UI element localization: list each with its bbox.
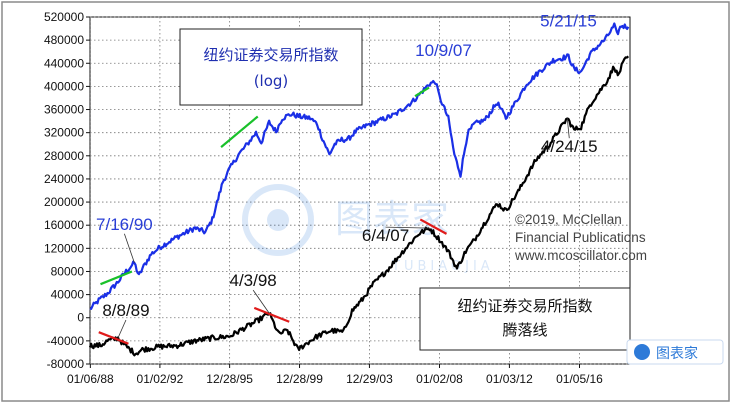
x-axis-labels: 01/06/88 01/02/92 12/28/95 12/28/99 12/29/03…: [67, 372, 603, 386]
y-tick-label: 120000: [44, 241, 84, 255]
series-line-nyse-index: [89, 22, 630, 310]
y-tick-label: 520000: [44, 10, 84, 24]
y-tick-label: 480000: [44, 33, 84, 47]
annotation-layer: 7/16/90 10/9/07 5/21/15 8/8/89 4/3/98 6/4/07 4…: [96, 11, 598, 339]
y-tick-label: 240000: [44, 172, 84, 186]
copyright-line-3: www.mcoscillator.com: [514, 248, 647, 263]
watermark-text: 图表家: [335, 197, 449, 241]
x-tick-label: 01/05/16: [556, 372, 603, 386]
legend-box-bottom-line-2: 腾落线: [502, 321, 547, 339]
trend-segment: [414, 86, 430, 98]
trend-segment: [419, 218, 448, 235]
y-tick-label: 160000: [44, 218, 84, 232]
y-tick-label: 200000: [44, 195, 84, 209]
annotation-label: 6/4/07: [362, 226, 409, 245]
annotation-leader: [385, 226, 430, 229]
watermark-subtext: TUBIAOJIA: [391, 259, 494, 274]
y-axis-labels: 5200004800004400004000003600003200002800…: [44, 10, 84, 371]
y-tick-label: 280000: [44, 149, 84, 163]
watermark-dot: [267, 209, 289, 231]
watermark-ring: [242, 184, 314, 256]
x-tick-label: 01/02/08: [416, 372, 463, 386]
annotation-leader: [124, 233, 135, 263]
trend-segment: [220, 115, 259, 148]
series-layer: [88, 22, 630, 357]
x-tick-label: 12/28/95: [206, 372, 253, 386]
trend-segment: [100, 270, 133, 286]
annotation-leader: [566, 118, 570, 139]
corner-badge: 图表家: [626, 339, 724, 365]
y-tick-label: -80000: [47, 357, 85, 371]
corner-badge-bg: [626, 339, 724, 365]
annotation-label: 4/24/15: [541, 137, 598, 156]
copyright-line-2: Financial Publications: [515, 230, 646, 245]
x-tick-label: 12/29/03: [346, 372, 393, 386]
legend-box-bottom: 纽约证券交易所指数 腾落线: [419, 287, 631, 351]
x-tick-label: 01/06/88: [67, 372, 114, 386]
y-tick-label: 40000: [51, 288, 85, 302]
series-line-ad-line: [88, 55, 630, 357]
y-tick-label: 360000: [44, 103, 84, 117]
trend-layer: [98, 86, 448, 345]
y-tick-label: 440000: [44, 56, 84, 70]
copyright-line-1: ©2019, McClellan: [515, 212, 622, 227]
legend-box-bottom-line-1: 纽约证券交易所指数: [457, 297, 592, 315]
trend-segment: [98, 331, 129, 345]
annotation-label: 7/16/90: [96, 215, 153, 234]
y-tick-label: 80000: [51, 264, 85, 278]
annotation-label: 4/3/98: [229, 271, 276, 290]
y-tick-label: 0: [77, 311, 84, 325]
y-tick-label: -40000: [47, 334, 85, 348]
legend-box-bottom-frame: [419, 287, 631, 351]
watermark-logo: 图表家 TUBIAOJIA: [242, 184, 494, 274]
annotation-label: 10/9/07: [415, 41, 472, 60]
legend-box-top-line-1: 纽约证券交易所指数: [203, 46, 338, 64]
x-tick-label: 01/03/12: [486, 372, 533, 386]
legend-box-top: 纽约证券交易所指数 (log): [179, 28, 363, 106]
y-tick-label: 400000: [44, 79, 84, 93]
x-tick-label: 01/02/92: [137, 372, 184, 386]
x-tick-label: 12/28/99: [276, 372, 323, 386]
annotation-leader: [252, 289, 270, 314]
trend-segment: [253, 306, 290, 323]
corner-badge-icon: [634, 344, 650, 360]
corner-badge-text: 图表家: [656, 345, 698, 362]
annotation-leader: [117, 319, 127, 339]
copyright-block: ©2019, McClellan Financial Publications …: [514, 212, 647, 263]
annotation-label: 5/21/15: [540, 11, 597, 30]
legend-box-top-frame: [179, 28, 363, 106]
annotation-label: 8/8/89: [102, 301, 149, 320]
legend-box-top-line-2: (log): [254, 72, 289, 90]
y-tick-label: 320000: [44, 126, 84, 140]
